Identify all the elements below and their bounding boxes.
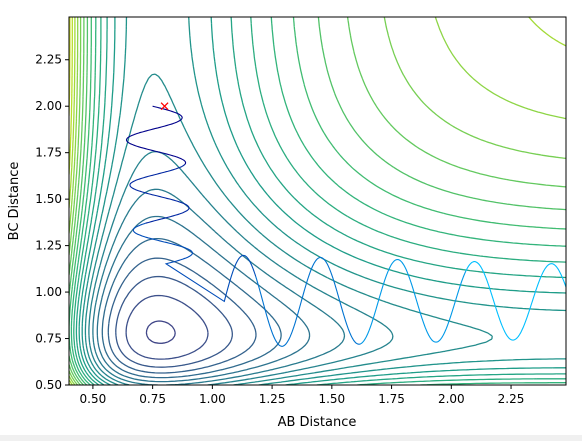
contour-line [69,17,566,385]
trajectory-segment [125,105,187,166]
start-point-marker [160,102,169,111]
contour-line [78,17,566,385]
y-axis-label: BC Distance [7,162,22,241]
plot-frame [68,16,567,386]
y-tick-label: 1.00 [35,285,62,299]
contour-line [125,294,209,360]
contour-line [88,150,394,385]
contour-line [73,17,566,385]
x-tick-label: 1.25 [259,392,286,406]
x-tick-label: 0.75 [139,392,166,406]
y-tick-label: 0.75 [35,332,62,346]
y-tick-label: 0.50 [35,378,62,392]
contour-line [69,17,566,385]
window-bottom-strip [0,435,582,441]
contour-line [69,17,566,385]
contour-lines [69,17,566,385]
x-tick-label: 2.00 [438,392,465,406]
x-axis-label: AB Distance [278,415,357,430]
x-tick-label: 1.00 [199,392,226,406]
contour-line [84,73,493,385]
y-tick-label: 2.00 [35,99,62,113]
y-axis-ticks: 0.50 0.75 1.00 1.25 1.50 1.75 2.00 2.25 [35,53,69,392]
x-axis-ticks: 0.50 0.75 1.00 1.25 1.50 1.75 2.00 2.25 [80,385,525,406]
trajectory-segment [129,164,190,224]
contour-line [69,17,566,385]
contour-line [96,215,311,383]
contour-line [69,17,73,385]
trajectory-path [125,105,566,347]
y-tick-label: 2.25 [35,53,62,67]
x-tick-label: 2.25 [498,392,525,406]
contour-line [115,275,233,368]
contour-line [101,237,282,379]
contour-line [69,17,566,385]
start-marker-stroke [160,102,169,111]
trajectory-segment [465,261,566,341]
contour-line [69,17,566,385]
trajectory-segment [255,256,362,347]
trajectory-segment [360,259,467,345]
x-tick-label: 0.50 [80,392,107,406]
contour-line [70,17,566,385]
x-tick-label: 1.75 [378,392,405,406]
contour-line [81,17,566,385]
x-tick-label: 1.50 [318,392,345,406]
y-tick-label: 1.75 [35,146,62,160]
trajectory-segment [132,222,257,303]
y-tick-label: 1.25 [35,239,62,253]
y-tick-label: 1.50 [35,192,62,206]
contour-line [145,320,176,344]
